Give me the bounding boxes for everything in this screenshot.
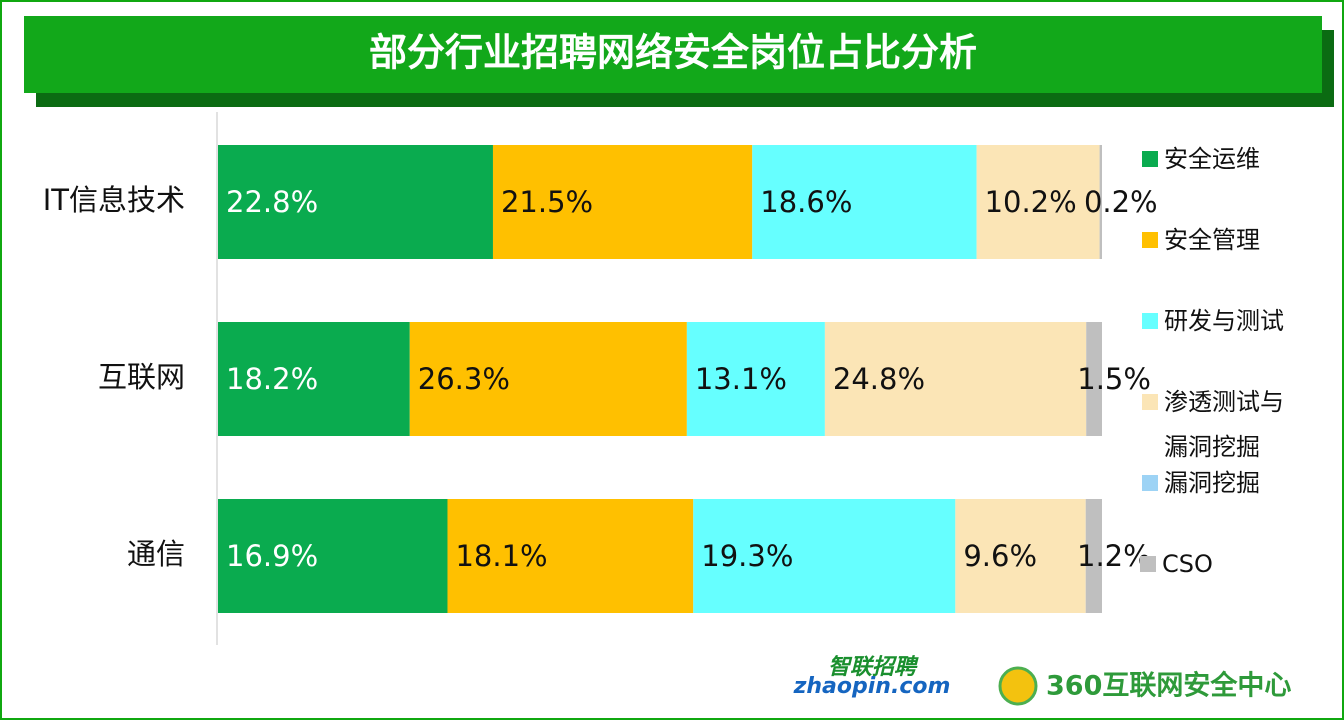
legend-item: 渗透测试与漏洞挖掘 [1142, 380, 1304, 470]
logo-icon [998, 666, 1038, 706]
legend-label: 安全运维 [1164, 145, 1260, 173]
data-label: 16.9% [226, 539, 318, 573]
legend-label: 漏洞挖掘 [1164, 469, 1260, 497]
legend-item: 安全运维 [1142, 137, 1304, 182]
bar-segment [409, 322, 687, 436]
data-label: 26.3% [418, 362, 510, 396]
bar-segment [824, 322, 1087, 436]
bar-segment [1086, 322, 1102, 436]
legend-item: 安全管理 [1142, 218, 1304, 263]
logo-text: 360互联网安全中心 [1046, 670, 1291, 702]
title-banner [24, 16, 1322, 93]
data-label: 18.1% [455, 539, 547, 573]
legend-item: CSO [1140, 542, 1302, 587]
bar-segment [447, 499, 694, 613]
bar-segment [218, 322, 410, 436]
y-tick-label: 互联网 [98, 360, 185, 394]
logo-text: 智联招聘 [828, 654, 919, 680]
data-label: 13.1% [695, 362, 787, 396]
legend-swatch [1142, 151, 1158, 167]
bar-segment [218, 499, 448, 613]
legend-label: 渗透测试与漏洞挖掘 [1164, 388, 1284, 461]
bar-segment [1085, 499, 1102, 613]
y-tick-label: IT信息技术 [43, 183, 185, 217]
legend-swatch [1142, 313, 1158, 329]
data-label: 21.5% [501, 185, 593, 219]
legend-swatch [1140, 556, 1156, 572]
bar-segment [686, 322, 825, 436]
data-label: 19.3% [701, 539, 793, 573]
bar-segment [492, 145, 753, 259]
data-label: 18.6% [760, 185, 852, 219]
legend-item: 漏洞挖掘 [1142, 461, 1304, 506]
bar-segment [976, 145, 1100, 259]
bar-segment [693, 499, 956, 613]
legend-swatch [1142, 394, 1158, 410]
bar-segment [218, 145, 493, 259]
bar-segment [955, 499, 1086, 613]
y-tick-label: 通信 [127, 537, 185, 571]
data-label: 10.2% [985, 185, 1077, 219]
bar-segment [1099, 145, 1102, 259]
logo-text: zhaopin.com [793, 674, 951, 699]
legend-item: 研发与测试 [1142, 299, 1304, 344]
data-label: 24.8% [833, 362, 925, 396]
legend-swatch [1142, 475, 1158, 491]
legend-label: CSO [1162, 550, 1213, 578]
bar-segment [752, 145, 977, 259]
data-label: 1.5% [1077, 362, 1151, 396]
data-label: 9.6% [963, 539, 1037, 573]
data-label: 1.2% [1077, 539, 1151, 573]
legend-swatch [1142, 232, 1158, 248]
legend-label: 研发与测试 [1164, 307, 1284, 335]
data-label: 18.2% [226, 362, 318, 396]
data-label: 22.8% [226, 185, 318, 219]
data-label: 0.2% [1084, 185, 1158, 219]
chart-title: 部分行业招聘网络安全岗位占比分析 [369, 31, 977, 75]
legend-label: 安全管理 [1164, 226, 1260, 254]
